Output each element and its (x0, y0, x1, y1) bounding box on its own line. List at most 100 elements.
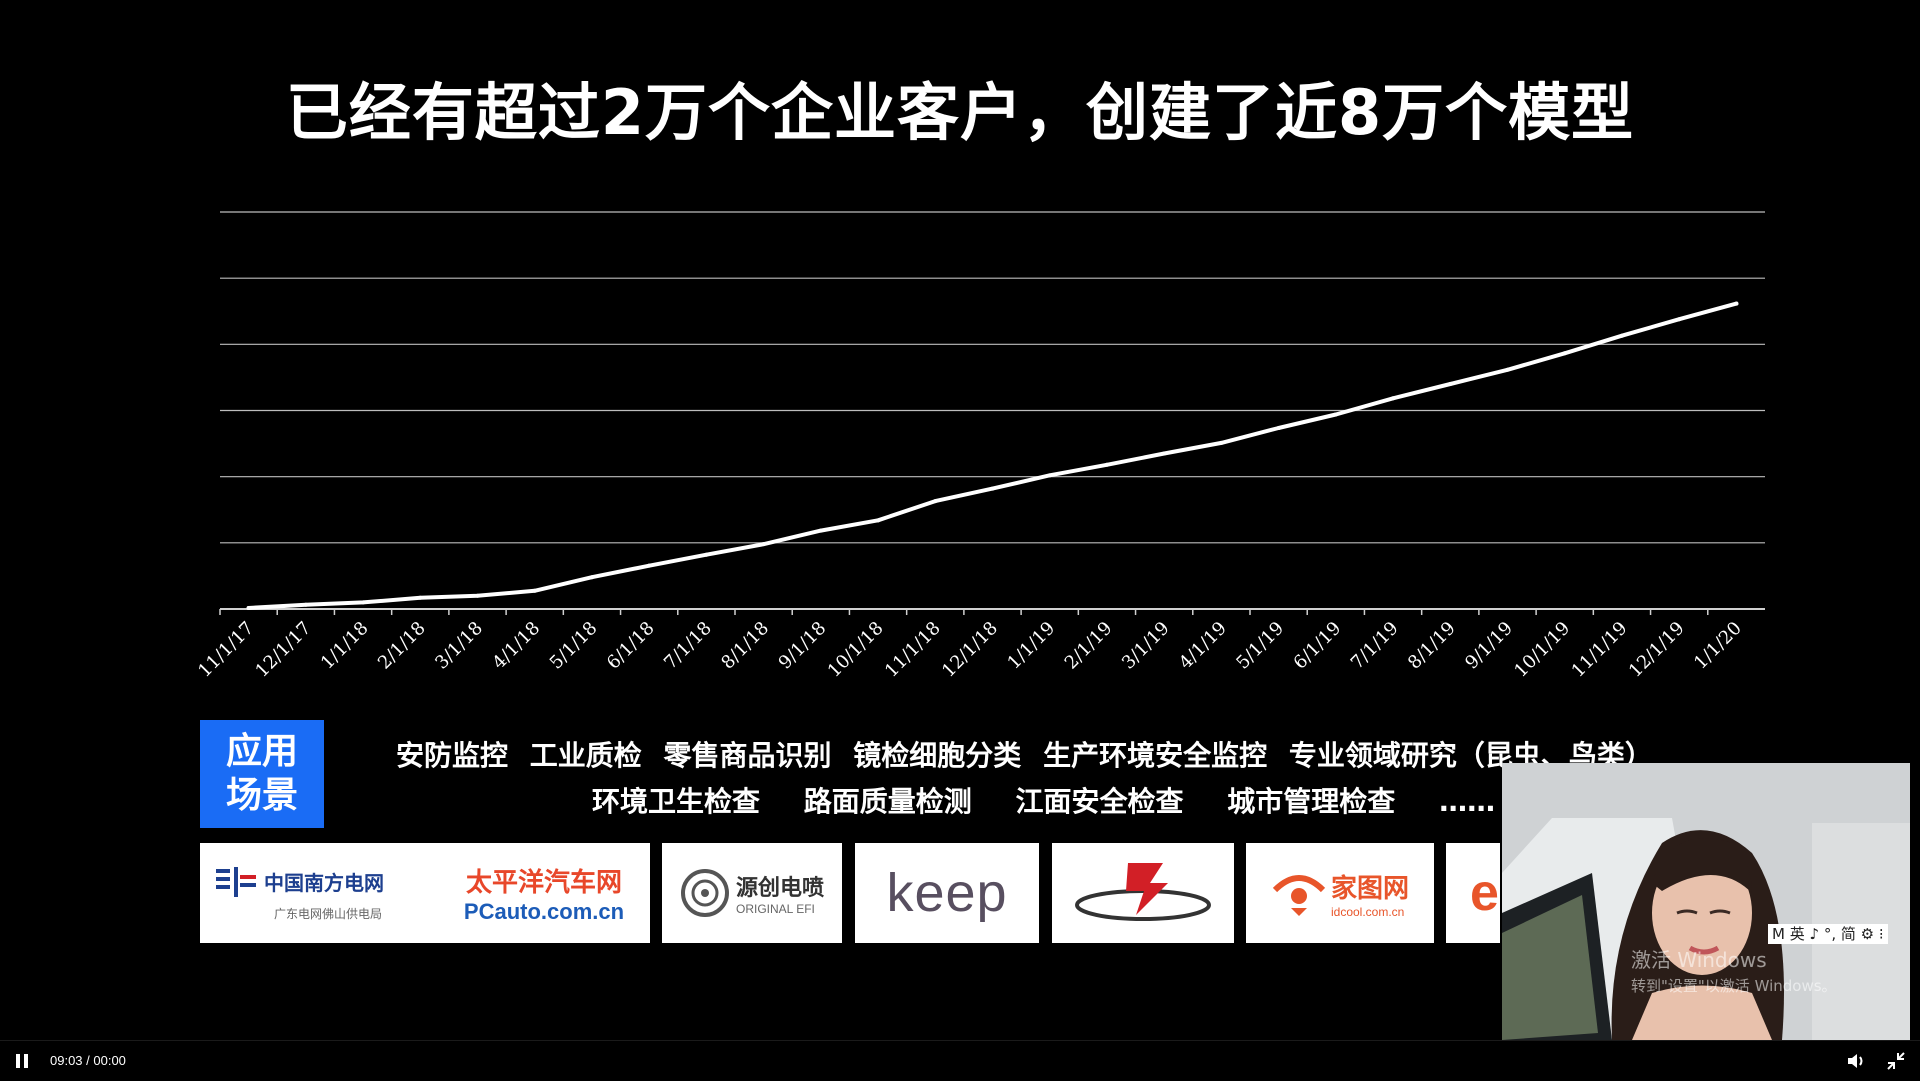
x-tick-label: 10/1/19 (1510, 618, 1574, 682)
data-point (1333, 412, 1338, 417)
x-tick-label: 11/1/18 (881, 618, 945, 682)
data-point (1162, 451, 1167, 456)
x-tick-label: 1/1/19 (1003, 618, 1059, 674)
logo-text: 太平洋汽车网 (465, 866, 622, 897)
data-point (761, 542, 766, 547)
x-tick-label: 3/1/18 (431, 618, 487, 674)
presenter-video (1502, 763, 1910, 1040)
efi-emblem-icon (680, 869, 729, 917)
logo-pcauto: 太平洋汽车网 PCauto.com.cn (438, 843, 650, 943)
watermark-line-1: 激活 Windows (1631, 948, 1767, 972)
data-point (1677, 317, 1682, 322)
data-point (818, 528, 823, 533)
jiatu-emblem-icon (1272, 875, 1326, 916)
volume-icon (1848, 1054, 1863, 1068)
x-tick-label: 10/1/18 (824, 618, 888, 682)
app-item: 城市管理检查 (1227, 785, 1396, 818)
x-tick-label: 12/1/17 (251, 618, 315, 682)
data-point (246, 606, 251, 611)
x-tick-label: 1/1/18 (317, 618, 373, 674)
logo-original-efi: 源创电喷 ORIGINAL EFI (662, 843, 842, 943)
customer-logo-strip: 中国南方电网 广东电网佛山供电局 太平洋汽车网 PCauto.com.cn 源创… (200, 843, 1500, 943)
logo-subtext: PCauto.com.cn (463, 898, 625, 924)
slide-title: 已经有超过2万个企业客户，创建了近8万个模型 (285, 76, 1635, 149)
logo-red-swoosh (1052, 843, 1234, 943)
x-tick-label: 2/1/19 (1061, 618, 1117, 674)
x-tick-label: 8/1/18 (717, 618, 773, 674)
playback-time: 09:03 / 00:00 (50, 1053, 126, 1068)
watermark-line-2: 转到"设置"以激活 Windows。 (1631, 977, 1837, 995)
app-item: 环境卫生检查 (592, 785, 761, 818)
data-point (704, 552, 709, 557)
ime-toolbar[interactable]: M 英 ♪ °, 简 ⚙ ⁝ (1768, 924, 1888, 944)
x-tick-label: 7/1/18 (660, 618, 716, 674)
logo-text: keep (886, 863, 1008, 923)
activation-watermark: 激活 Windows 转到"设置"以激活 Windows。 (1631, 944, 1837, 996)
app-item: 江面安全检查 (1015, 785, 1184, 818)
x-tick-label: 11/1/17 (194, 618, 258, 682)
pause-button[interactable] (10, 1049, 34, 1073)
data-point (1047, 473, 1052, 478)
volume-button[interactable] (1844, 1049, 1868, 1073)
app-item: 零售商品识别 (663, 739, 832, 772)
data-point (1619, 333, 1624, 338)
badge-line-1: 应用 (225, 731, 298, 772)
x-tick-label: 4/1/19 (1175, 618, 1231, 674)
slide: 已经有超过2万个企业客户，创建了近8万个模型 11/1/17 12/1/17 1/1… (194, 76, 1910, 1040)
application-scenarios-badge: 应用 场景 (200, 720, 324, 828)
x-tick-label: 2/1/18 (374, 618, 430, 674)
badge-line-2: 场景 (225, 775, 298, 816)
logo-text: 家图网 (1330, 872, 1409, 903)
x-tick-label: 3/1/19 (1118, 618, 1174, 674)
app-item: 路面质量检测 (803, 785, 972, 818)
app-item: 生产环境安全监控 (1043, 739, 1268, 772)
data-point (1505, 367, 1510, 372)
logo-text: 中国南方电网 (264, 873, 384, 895)
app-item: …… (1439, 785, 1496, 818)
data-point (418, 595, 423, 600)
exit-fullscreen-icon (1887, 1052, 1905, 1070)
webcam-video-feed (1502, 763, 1910, 1040)
grid-emblem-icon (216, 866, 256, 897)
series-line (246, 301, 1739, 610)
app-item: 镜检细胞分类 (853, 739, 1022, 772)
application-list-row-1: 安防监控 工业质检 零售商品识别 镜检细胞分类 生产环境安全监控 专业领域研究（… (396, 734, 1665, 774)
logo-subtext: 广东电网佛山供电局 (274, 906, 383, 921)
video-player-controls: 09:03 / 00:00 (0, 1040, 1920, 1081)
data-point (361, 600, 366, 605)
data-point (1562, 351, 1567, 356)
data-point (475, 593, 480, 598)
data-point (1276, 426, 1281, 431)
logo-subtext: ORIGINAL EFI (735, 902, 815, 916)
data-point (876, 518, 881, 523)
app-item: 安防监控 (396, 739, 509, 772)
logo-jiatu: 家图网 idcool.com.cn (1246, 843, 1434, 943)
x-tick-label: 1/1/20 (1690, 618, 1746, 674)
x-tick-label: 12/1/18 (938, 618, 1002, 682)
data-point (303, 602, 308, 607)
data-point (933, 499, 938, 504)
x-tick-label: 4/1/18 (488, 618, 544, 674)
data-point (1448, 382, 1453, 387)
x-tick-label: 9/1/18 (775, 618, 831, 674)
pause-icon (16, 1054, 28, 1068)
logo-text: 源创电喷 (735, 875, 824, 900)
x-tick-label: 8/1/19 (1404, 618, 1460, 674)
x-tick-label: 5/1/19 (1232, 618, 1288, 674)
x-tick-label: 5/1/18 (546, 618, 602, 674)
data-point (1734, 301, 1739, 306)
data-point (1391, 396, 1396, 401)
application-list-row-2: 环境卫生检查 路面质量检测 江面安全检查 城市管理检查 …… (592, 780, 1529, 820)
logo-text: e (1470, 864, 1499, 922)
data-point (589, 575, 594, 580)
exit-fullscreen-button[interactable] (1884, 1049, 1908, 1073)
x-tick-label: 7/1/19 (1347, 618, 1403, 674)
logo-partial: e (1446, 843, 1500, 943)
x-tick-label: 9/1/19 (1461, 618, 1517, 674)
x-tick-label: 12/1/19 (1625, 618, 1689, 682)
data-point (532, 588, 537, 593)
x-tick-label: 6/1/18 (603, 618, 659, 674)
x-tick-label: 11/1/19 (1568, 618, 1632, 682)
logo-keep: keep (855, 843, 1039, 943)
